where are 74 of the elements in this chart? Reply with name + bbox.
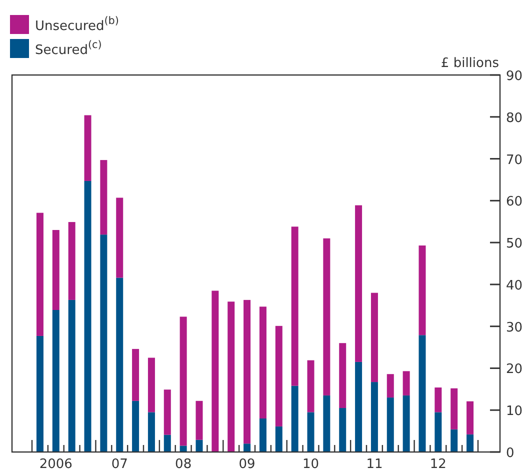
bar bbox=[196, 400, 203, 440]
bar bbox=[355, 205, 362, 362]
bar bbox=[370, 292, 378, 382]
y-tick-label: 80 bbox=[506, 110, 523, 126]
bar bbox=[36, 336, 44, 452]
bar bbox=[466, 434, 474, 452]
bar bbox=[164, 434, 171, 452]
y-tick-label: 70 bbox=[506, 152, 523, 168]
bar bbox=[84, 180, 92, 452]
bar bbox=[291, 386, 298, 452]
x-tick-label: 07 bbox=[111, 457, 128, 470]
bar bbox=[212, 290, 219, 452]
bar bbox=[466, 401, 474, 434]
bar bbox=[402, 395, 410, 452]
bar bbox=[307, 360, 314, 412]
y-tick-label: 40 bbox=[506, 278, 523, 294]
bar bbox=[84, 115, 92, 181]
bar bbox=[307, 412, 314, 452]
bar bbox=[259, 306, 266, 418]
bar bbox=[450, 429, 458, 452]
x-tick-label: 09 bbox=[238, 457, 256, 470]
x-tick-label: 2006 bbox=[39, 457, 72, 470]
bar bbox=[386, 374, 394, 398]
y-tick-label: 30 bbox=[506, 320, 523, 336]
bar bbox=[386, 398, 394, 452]
bar bbox=[196, 440, 203, 452]
bar bbox=[100, 234, 108, 452]
bar bbox=[323, 238, 330, 396]
bar bbox=[132, 400, 140, 452]
bar bbox=[244, 300, 251, 444]
bar bbox=[52, 310, 60, 452]
bar bbox=[148, 358, 155, 412]
y-tick-label: 50 bbox=[506, 236, 523, 252]
bar bbox=[370, 382, 378, 452]
bar bbox=[68, 222, 76, 300]
bar bbox=[434, 387, 442, 412]
y-axis-title: £ billions bbox=[440, 56, 500, 71]
x-tick-label: 11 bbox=[366, 457, 383, 470]
y-tick-label: 60 bbox=[506, 194, 523, 210]
x-tick-label: 10 bbox=[302, 457, 320, 470]
y-tick-label: 20 bbox=[506, 362, 523, 378]
bar bbox=[116, 198, 124, 278]
x-tick-label: 08 bbox=[175, 457, 192, 470]
bar bbox=[355, 362, 362, 452]
bar bbox=[180, 446, 187, 452]
bar bbox=[323, 395, 330, 452]
legend-label: Secured$^{(c)}$ bbox=[35, 39, 102, 58]
bar bbox=[259, 418, 266, 452]
bar bbox=[180, 316, 187, 446]
bar bbox=[116, 278, 124, 452]
bar bbox=[132, 348, 140, 401]
bar bbox=[52, 230, 60, 310]
bar bbox=[418, 335, 426, 452]
bar bbox=[275, 326, 282, 426]
bar bbox=[244, 444, 251, 452]
bar bbox=[450, 388, 458, 430]
bar bbox=[148, 412, 155, 452]
bar bbox=[164, 390, 171, 435]
y-tick-label: 0 bbox=[506, 446, 514, 461]
legend-label: Unsecured$^{(b)}$ bbox=[35, 15, 119, 34]
bar bbox=[418, 245, 426, 336]
bar bbox=[228, 302, 235, 452]
bar bbox=[36, 212, 44, 336]
bar bbox=[68, 300, 76, 452]
y-tick-label: 10 bbox=[506, 404, 523, 420]
bar bbox=[402, 371, 410, 396]
bar bbox=[339, 343, 346, 408]
bar bbox=[100, 160, 108, 235]
bar bbox=[339, 408, 346, 452]
x-tick-label: 12 bbox=[430, 457, 446, 470]
bar bbox=[275, 426, 282, 452]
bar bbox=[434, 412, 442, 452]
y-tick-label: 90 bbox=[506, 69, 523, 84]
bar bbox=[291, 226, 298, 386]
